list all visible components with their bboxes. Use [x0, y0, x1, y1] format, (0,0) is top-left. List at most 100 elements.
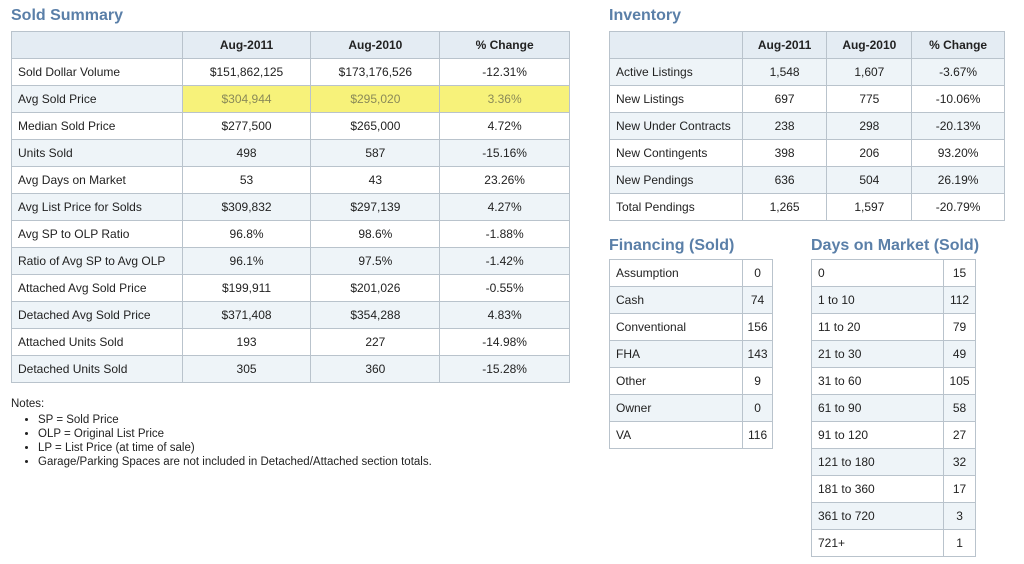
row-label: 181 to 360: [810, 475, 945, 503]
row-label: Sold Dollar Volume: [11, 58, 183, 86]
row-label: Active Listings: [609, 58, 743, 86]
table-row: 721+ 1: [810, 529, 976, 557]
cell-value: 79: [943, 313, 976, 341]
row-label: Assumption: [608, 259, 744, 287]
table-row: 91 to 120 27: [810, 421, 976, 449]
row-label: 91 to 120: [810, 421, 945, 449]
cell-value: 97.5%: [310, 247, 441, 275]
cell-value: $304,944: [181, 85, 312, 113]
cell-value: -1.42%: [439, 247, 570, 275]
cell-value: $201,026: [310, 274, 441, 302]
cell-value: 3.36%: [439, 85, 570, 113]
cell-value: 32: [943, 448, 976, 476]
table-row: Attached Units Sold 193 227 -14.98%: [11, 328, 570, 356]
cell-value: 96.8%: [181, 220, 312, 248]
row-label: 721+: [810, 529, 945, 557]
row-label: 11 to 20: [810, 313, 945, 341]
table-row: Sold Dollar Volume $151,862,125 $173,176,5…: [11, 58, 570, 86]
cell-value: 58: [943, 394, 976, 422]
cell-value: $173,176,526: [310, 58, 441, 86]
table-row: New Contingents 398 206 93.20%: [609, 139, 1005, 167]
row-label: Avg Sold Price: [11, 85, 183, 113]
cell-value: 53: [181, 166, 312, 194]
inventory-title: Inventory: [609, 7, 682, 24]
notes-section: Notes: SP = Sold Price OLP = Original Li…: [11, 397, 432, 469]
cell-value: $265,000: [310, 112, 441, 140]
cell-value: -12.31%: [439, 58, 570, 86]
cell-value: 0: [742, 394, 773, 422]
table-row: VA 116: [608, 421, 773, 449]
table-row: Cash 74: [608, 286, 773, 314]
cell-value: 15: [943, 259, 976, 287]
row-label: Cash: [608, 286, 744, 314]
cell-value: 49: [943, 340, 976, 368]
cell-value: 305: [181, 355, 312, 383]
cell-value: 498: [181, 139, 312, 167]
cell-value: -1.88%: [439, 220, 570, 248]
inventory-header-row: Aug-2011 Aug-2010 % Change: [609, 31, 1005, 59]
cell-value: 156: [742, 313, 773, 341]
cell-value: 4.27%: [439, 193, 570, 221]
row-label: Other: [608, 367, 744, 395]
days-on-market-title: Days on Market (Sold): [811, 237, 980, 254]
table-row: 121 to 180 32: [810, 448, 976, 476]
row-label: Avg List Price for Solds: [11, 193, 183, 221]
cell-value: 398: [741, 139, 828, 167]
note-item: LP = List Price (at time of sale): [38, 441, 432, 455]
row-label: Detached Avg Sold Price: [11, 301, 183, 329]
row-label: 0: [810, 259, 945, 287]
cell-value: 504: [826, 166, 913, 194]
row-label: Attached Units Sold: [11, 328, 183, 356]
row-label: 31 to 60: [810, 367, 945, 395]
cell-value: $354,288: [310, 301, 441, 329]
cell-value: -15.16%: [439, 139, 570, 167]
table-row: Avg SP to OLP Ratio 96.8% 98.6% -1.88%: [11, 220, 570, 248]
cell-value: $309,832: [181, 193, 312, 221]
table-row: 181 to 360 17: [810, 475, 976, 503]
row-label: Units Sold: [11, 139, 183, 167]
cell-value: 74: [742, 286, 773, 314]
table-row: FHA 143: [608, 340, 773, 368]
cell-value: 0: [742, 259, 773, 287]
row-label: FHA: [608, 340, 744, 368]
days-on-market-table: 0 15 1 to 10 112 11 to 20 79 21 to 30 49 31 …: [810, 259, 976, 557]
table-row: New Listings 697 775 -10.06%: [609, 85, 1005, 113]
row-label: New Contingents: [609, 139, 743, 167]
row-label: Ratio of Avg SP to Avg OLP: [11, 247, 183, 275]
cell-value: -20.13%: [911, 112, 1005, 140]
table-row: 31 to 60 105: [810, 367, 976, 395]
cell-value: 587: [310, 139, 441, 167]
column-header: Aug-2011: [741, 31, 828, 59]
table-row: Ratio of Avg SP to Avg OLP 96.1% 97.5% -1.4…: [11, 247, 570, 275]
table-row: Total Pendings 1,265 1,597 -20.79%: [609, 193, 1005, 221]
table-row: 1 to 10 112: [810, 286, 976, 314]
cell-value: 1,548: [741, 58, 828, 86]
cell-value: -14.98%: [439, 328, 570, 356]
table-row: 0 15: [810, 259, 976, 287]
table-row: Assumption 0: [608, 259, 773, 287]
cell-value: $151,862,125: [181, 58, 312, 86]
cell-value: 96.1%: [181, 247, 312, 275]
cell-value: -20.79%: [911, 193, 1005, 221]
column-header: Aug-2011: [181, 31, 312, 59]
cell-value: 1,265: [741, 193, 828, 221]
cell-value: -10.06%: [911, 85, 1005, 113]
header-blank-cell: [609, 31, 743, 59]
cell-value: 636: [741, 166, 828, 194]
table-row: Attached Avg Sold Price $199,911 $201,026-…: [11, 274, 570, 302]
cell-value: 1,597: [826, 193, 913, 221]
table-row: Owner 0: [608, 394, 773, 422]
row-label: 1 to 10: [810, 286, 945, 314]
table-row: 11 to 20 79: [810, 313, 976, 341]
cell-value: 4.72%: [439, 112, 570, 140]
cell-value: 112: [943, 286, 976, 314]
row-label: 61 to 90: [810, 394, 945, 422]
cell-value: 298: [826, 112, 913, 140]
cell-value: $297,139: [310, 193, 441, 221]
financing-title: Financing (Sold): [609, 237, 735, 254]
column-header: % Change: [911, 31, 1005, 59]
cell-value: -0.55%: [439, 274, 570, 302]
note-item: OLP = Original List Price: [38, 427, 432, 441]
cell-value: 143: [742, 340, 773, 368]
row-label: 21 to 30: [810, 340, 945, 368]
